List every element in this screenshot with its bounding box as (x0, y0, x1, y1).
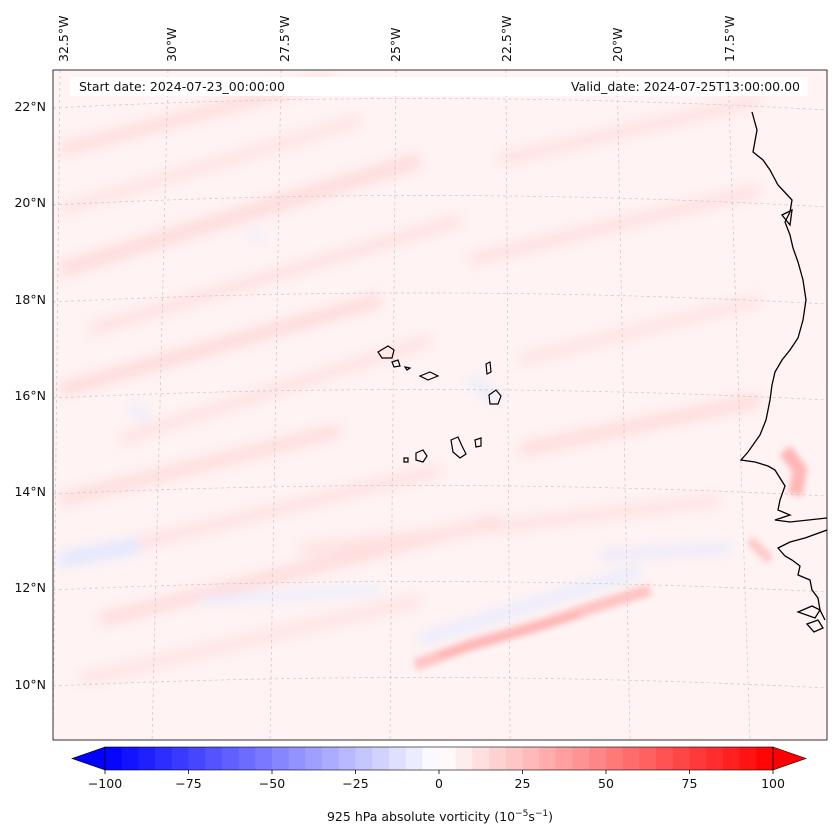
colorbar-segment (522, 747, 540, 770)
island-fogo (415, 449, 428, 463)
colorbar-segment (355, 747, 373, 770)
colorbar-segment (155, 747, 173, 770)
colorbar-segment (722, 747, 741, 770)
colorbar-segment (505, 747, 524, 770)
lat-label-20n: 20°N (14, 195, 46, 210)
colorbar-segment (221, 747, 240, 770)
island-santiago (450, 436, 467, 459)
lat-label-10n: 10°N (14, 677, 46, 692)
vorticity-field-strong-band (412, 445, 808, 671)
colorbar-segment (489, 747, 507, 770)
start-date-label: Start date: 2024-07-23_00:00:00 (79, 79, 285, 94)
colorbar-segments (105, 747, 774, 770)
colorbar-ticks: −100 −75 −50 −25 0 25 50 75 100 (88, 770, 785, 791)
island-sao-vicente (391, 359, 401, 368)
coastline (739, 111, 827, 633)
map-frame (52, 69, 828, 741)
lon-label-27-5w: 27.5°W (277, 16, 292, 62)
vorticity-field-streaks (57, 73, 762, 686)
island-sao-nicolau (418, 371, 440, 381)
island-sal (485, 361, 492, 375)
colorbar-segment (255, 747, 273, 770)
colorbar-segment (589, 747, 607, 770)
colorbar-segment (422, 747, 440, 770)
colorbar-segment (205, 747, 223, 770)
valid-date-label: Valid_date: 2024-07-25T13:00:00.00 (571, 79, 800, 94)
colorbar-tick-label: −50 (259, 776, 285, 791)
lon-label-30w: 30°W (164, 27, 179, 62)
colorbar-segment (272, 747, 290, 770)
colorbar-tick-label: 100 (761, 776, 785, 791)
colorbar-title: 925 hPa absolute vorticity (10−5s−1) (327, 809, 553, 824)
lon-label-17-5w: 17.5°W (722, 16, 737, 62)
colorbar-tick-label: −75 (175, 776, 201, 791)
gridlines (53, 70, 827, 740)
colorbar-tick-label: 50 (598, 776, 614, 791)
colorbar-segment (455, 747, 473, 770)
island-santa-luzia (403, 366, 412, 371)
cape-verde-islands (377, 345, 502, 463)
colorbar-segment (572, 747, 590, 770)
colorbar-segment (288, 747, 306, 770)
island-santo-antao (377, 345, 395, 359)
colorbar-segment (439, 747, 457, 770)
lon-label-25w: 25°W (388, 27, 403, 62)
latitude-labels: 22°N 20°N 18°N 16°N 14°N 12°N 10°N (14, 99, 46, 692)
colorbar-segment (639, 747, 657, 770)
colorbar-segment (305, 747, 323, 770)
lat-label-12n: 12°N (14, 580, 46, 595)
info-bar (70, 77, 808, 96)
colorbar-segment (539, 747, 557, 770)
longitude-labels: 32.5°W 30°W 27.5°W 25°W 22.5°W 20°W 17.5… (56, 16, 737, 62)
colorbar-segment (756, 747, 774, 770)
colorbar-tick-label: −25 (342, 776, 368, 791)
colorbar-segment (238, 747, 256, 770)
island-brava (403, 457, 409, 463)
colorbar-segment (606, 747, 624, 770)
lon-label-20w: 20°W (610, 27, 625, 62)
colorbar-segment (405, 747, 423, 770)
gambia-coast (776, 529, 827, 621)
colorbar-tick-label: −100 (88, 776, 122, 791)
island-boa-vista (488, 389, 502, 405)
colorbar-segment (105, 747, 123, 770)
colorbar-tick-label: 0 (435, 776, 443, 791)
colorbar-segment (689, 747, 707, 770)
colorbar-segment (739, 747, 757, 770)
island-maio (474, 437, 482, 448)
lon-label-32-5w: 32.5°W (56, 16, 71, 62)
colorbar-segment (171, 747, 190, 770)
colorbar-segment (322, 747, 340, 770)
colorbar-segment (121, 747, 139, 770)
lat-label-14n: 14°N (14, 484, 46, 499)
vorticity-field-background (53, 70, 827, 740)
colorbar-segment (555, 747, 574, 770)
colorbar-segment (338, 747, 357, 770)
colorbar-segment (372, 747, 390, 770)
lat-label-16n: 16°N (14, 388, 46, 403)
colorbar-right-arrow (772, 746, 807, 771)
colorbar-segment (188, 747, 206, 770)
colorbar-tick-label: 25 (515, 776, 531, 791)
colorbar-segment (672, 747, 691, 770)
colorbar-segment (388, 747, 407, 770)
map-area (53, 70, 827, 740)
colorbar-segment (622, 747, 640, 770)
colorbar-segment (706, 747, 724, 770)
lat-label-18n: 18°N (14, 292, 46, 307)
colorbar-segment (138, 747, 156, 770)
west-africa-coastline (739, 111, 827, 523)
colorbar-left-arrow (71, 746, 106, 771)
colorbar: −100 −75 −50 −25 0 25 50 75 100 925 hPa absolute… (71, 746, 807, 824)
colorbar-tick-label: 75 (682, 776, 698, 791)
colorbar-segment (472, 747, 490, 770)
lon-label-22-5w: 22.5°W (499, 16, 514, 62)
lat-label-22n: 22°N (14, 99, 46, 114)
colorbar-segment (656, 747, 674, 770)
